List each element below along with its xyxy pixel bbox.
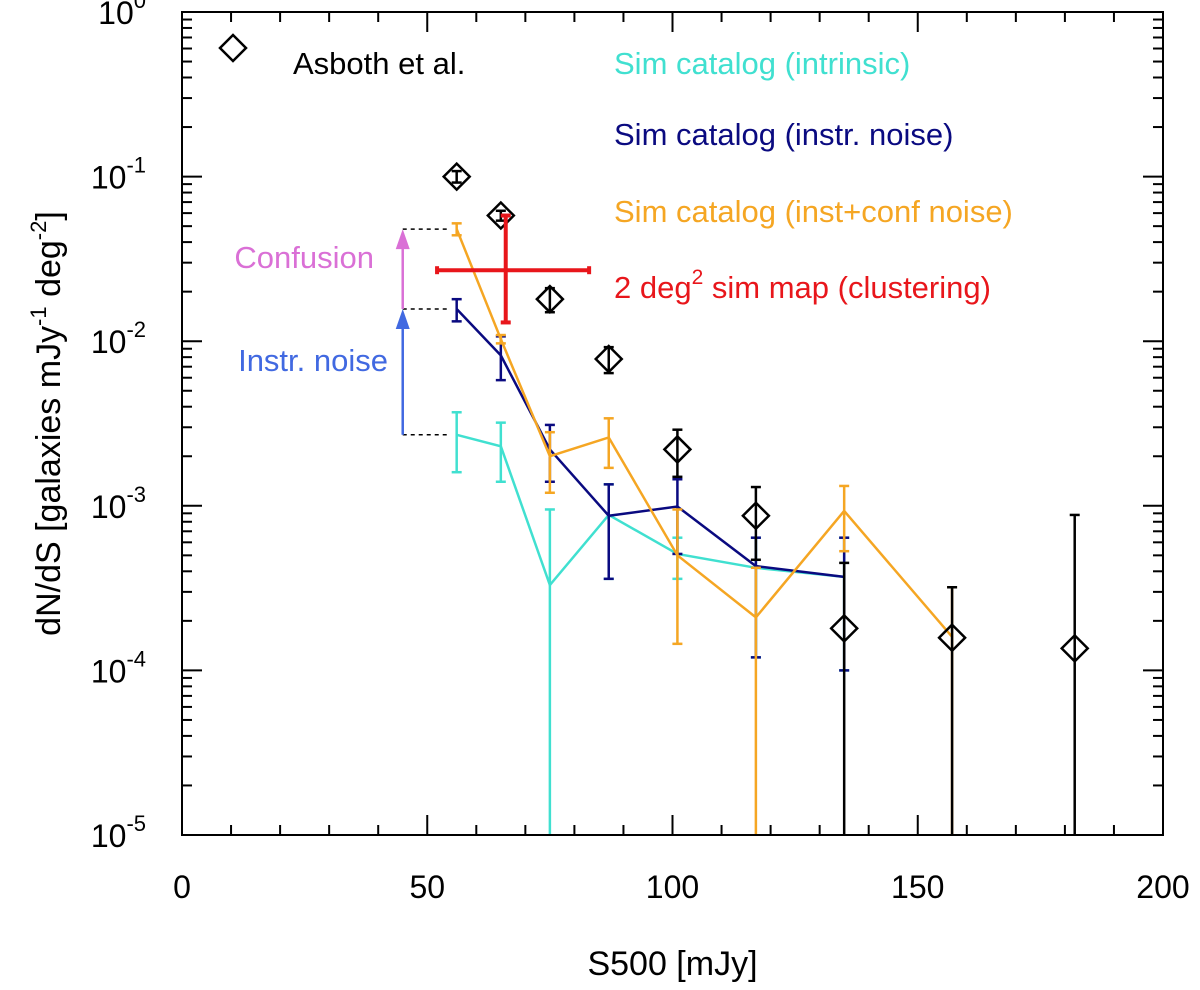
legend-clustering-sup: 2: [692, 266, 704, 289]
y-tick-base: 10: [98, 0, 134, 31]
series-0: [451, 411, 850, 835]
series-3: [441, 161, 1090, 835]
instr-noise-arrow-head: [395, 308, 410, 329]
data-point-diamond: [441, 161, 472, 192]
y-tick-base: 10: [91, 818, 127, 854]
series-2: [451, 222, 958, 835]
y-axis-title-end: ]: [30, 211, 68, 220]
legend-clustering-post: sim map (clustering): [703, 270, 991, 305]
data-point-diamond: [662, 434, 693, 465]
data-point-diamond: [593, 344, 624, 374]
legend-clustering: 2 deg2 sim map (clustering): [614, 266, 991, 305]
series-1: [451, 297, 850, 672]
y-tick-exp: -4: [126, 646, 146, 671]
y-tick-exp: 0: [134, 0, 146, 13]
y-tick-label: 10-3: [91, 482, 146, 525]
legend-intrinsic: Sim catalog (intrinsic): [614, 46, 910, 81]
data-point-diamond: [486, 200, 516, 231]
data-point-diamond: [829, 613, 859, 644]
y-tick-label: 10-2: [91, 317, 146, 360]
data-point-diamond: [741, 500, 771, 531]
data-point-diamond: [937, 622, 967, 653]
x-axis-title: S500 [mJy]: [587, 945, 757, 983]
legend-diamond-icon: [218, 33, 248, 63]
series-4: [435, 213, 592, 325]
data-point-diamond: [535, 284, 565, 314]
y-tick-exp: -2: [126, 317, 146, 342]
y-tick-label: 10-4: [91, 646, 146, 689]
x-tick-label: 100: [646, 869, 699, 905]
x-tick-label: 50: [409, 869, 445, 905]
annotation-guides: [395, 228, 449, 436]
annotation-confusion: Confusion: [234, 240, 374, 275]
y-tick-label: 10-1: [91, 153, 146, 196]
y-tick-exp: -3: [126, 482, 146, 507]
data-point-diamond: [1059, 633, 1090, 664]
y-axis-title-exp1: -1: [26, 306, 51, 326]
y-tick-exp: -1: [126, 153, 146, 178]
y-tick-label: 10-5: [91, 811, 146, 854]
x-tick-label: 150: [891, 869, 944, 905]
x-tick-label: 200: [1136, 869, 1189, 905]
legend-inst-conf-noise: Sim catalog (inst+conf noise): [614, 194, 1013, 229]
tick-marks: [181, 12, 1164, 836]
y-axis-title: dN/dS [galaxies mJy-1 deg-2]: [26, 211, 68, 636]
annotation-instr-noise: Instr. noise: [238, 343, 388, 378]
series-line: [455, 308, 845, 579]
y-tick-label: 100: [98, 0, 146, 31]
y-tick-base: 10: [91, 324, 127, 360]
plot-frame: [181, 11, 1164, 836]
y-tick-exp: -5: [126, 811, 146, 836]
data-series: [435, 161, 1090, 835]
x-tick-label: 0: [173, 869, 191, 905]
legend-clustering-pre: 2 deg: [614, 270, 692, 305]
legend-instr-noise: Sim catalog (instr. noise): [614, 117, 953, 152]
y-tick-base: 10: [91, 489, 127, 525]
y-axis-title-main: dN/dS [galaxies mJy: [30, 326, 68, 636]
y-tick-base: 10: [91, 653, 127, 689]
y-tick-base: 10: [91, 160, 127, 196]
series-line: [455, 228, 954, 638]
confusion-arrow-head: [395, 229, 410, 250]
y-axis-title-mid: deg: [30, 240, 68, 306]
legend-asboth: Asboth et al.: [293, 46, 465, 81]
legend: Asboth et al. Sim catalog (intrinsic) Si…: [218, 33, 1013, 305]
y-axis-title-exp2: -2: [26, 221, 51, 241]
